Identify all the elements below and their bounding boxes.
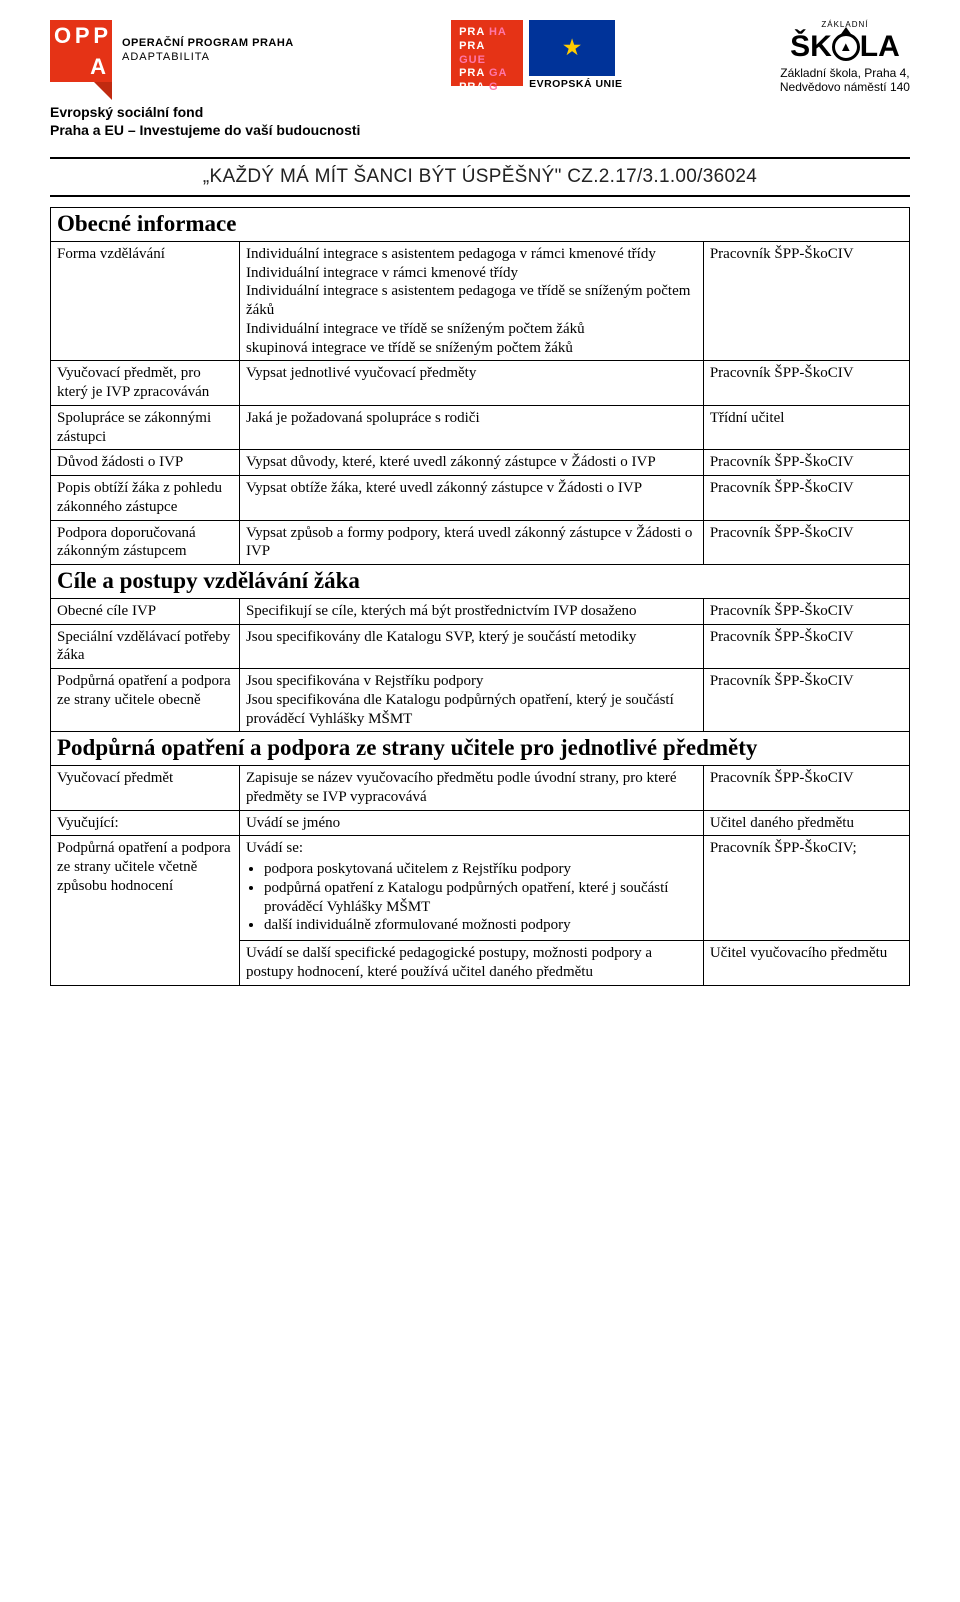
cell-label: Popis obtíží žáka z pohledu zákonného zá… <box>51 476 240 521</box>
cell-desc: Uvádí se: podpora poskytovaná učitelem z… <box>239 836 703 941</box>
skola-circle-icon: ▲ <box>832 33 860 61</box>
header-logos: OPP A OPERAČNÍ PROGRAM PRAHA ADAPTABILIT… <box>50 20 910 94</box>
section-cile: Cíle a postupy vzdělávání žáka <box>51 565 910 599</box>
cell-desc: Specifikují se cíle, kterých má být pros… <box>239 598 703 624</box>
cell-resp: Pracovník ŠPP-ŠkoCIV <box>703 361 909 406</box>
cell-label: Podpůrná opatření a podpora ze strany uč… <box>51 669 240 732</box>
cell-resp: Pracovník ŠPP-ŠkoCIV; <box>703 836 909 941</box>
list-item: podpora poskytovaná učitelem z Rejstříku… <box>264 860 697 879</box>
prague-eu-logo: PRA HA PRA GUE PRA GA PRA G ★ EVROPSKÁ U… <box>451 20 622 91</box>
ivp-table: Obecné informace Forma vzdělávání Indivi… <box>50 207 910 986</box>
table-row: Podpůrná opatření a podpora ze strany uč… <box>51 836 910 941</box>
cell-resp: Učitel vyučovacího předmětu <box>703 941 909 986</box>
cell-desc: Vypsat obtíže žáka, které uvedl zákonný … <box>239 476 703 521</box>
cell-desc: Vypsat způsob a formy podpory, která uve… <box>239 520 703 565</box>
oppa-label: OPERAČNÍ PROGRAM PRAHA ADAPTABILITA <box>122 37 294 65</box>
list-item: další individuálně zformulované možnosti… <box>264 916 697 935</box>
skola-logo: ZÁKLADNÍ ŠK▲LA Základní škola, Praha 4, … <box>780 20 910 94</box>
cell-desc: Vypsat jednotlivé vyučovací předměty <box>239 361 703 406</box>
table-row: Vyučovací předmět Zapisuje se název vyuč… <box>51 766 910 811</box>
cell-desc: Zapisuje se název vyučovacího předmětu p… <box>239 766 703 811</box>
cell-label: Podpůrná opatření a podpora ze strany uč… <box>51 836 240 985</box>
table-row: Spolupráce se zákonnými zástupci Jaká je… <box>51 405 910 450</box>
motto-text: „KAŽDÝ MÁ MÍT ŠANCI BÝT ÚSPĚŠNÝ" CZ.2.17… <box>203 166 757 187</box>
oppa-logo: OPP A OPERAČNÍ PROGRAM PRAHA ADAPTABILIT… <box>50 20 294 82</box>
list-item: podpůrná opatření z Katalogu podpůrných … <box>264 879 697 917</box>
prague-square: PRA HA PRA GUE PRA GA PRA G <box>451 20 523 86</box>
cell-desc: Individuální integrace s asistentem peda… <box>239 241 703 361</box>
cell-label: Obecné cíle IVP <box>51 598 240 624</box>
cell-desc: Jsou specifikovány dle Katalogu SVP, kte… <box>239 624 703 669</box>
motto-bar: „KAŽDÝ MÁ MÍT ŠANCI BÝT ÚSPĚŠNÝ" CZ.2.17… <box>50 157 910 197</box>
cell-desc: Jsou specifikována v Rejstříku podpory J… <box>239 669 703 732</box>
eu-block: ★ EVROPSKÁ UNIE <box>529 20 622 91</box>
section-podpurna: Podpůrná opatření a podpora ze strany uč… <box>51 732 910 766</box>
cell-desc: Uvádí se jméno <box>239 810 703 836</box>
cell-resp: Pracovník ŠPP-ŠkoCIV <box>703 598 909 624</box>
cell-label: Speciální vzdělávací potřeby žáka <box>51 624 240 669</box>
cell-resp: Učitel daného předmětu <box>703 810 909 836</box>
cell-resp: Pracovník ŠPP-ŠkoCIV <box>703 450 909 476</box>
table-row: Obecné cíle IVP Specifikují se cíle, kte… <box>51 598 910 624</box>
cell-label: Podpora doporučovaná zákonným zástupcem <box>51 520 240 565</box>
cell-resp: Pracovník ŠPP-ŠkoCIV <box>703 766 909 811</box>
table-row: Podpůrná opatření a podpora ze strany uč… <box>51 669 910 732</box>
cell-desc: Jaká je požadovaná spolupráce s rodiči <box>239 405 703 450</box>
cell-desc: Vypsat důvody, které, které uvedl zákonn… <box>239 450 703 476</box>
eu-label: EVROPSKÁ UNIE <box>529 78 622 91</box>
section-obecne-informace: Obecné informace <box>51 208 910 242</box>
cell-resp: Pracovník ŠPP-ŠkoCIV <box>703 520 909 565</box>
table-row: Forma vzdělávání Individuální integrace … <box>51 241 910 361</box>
cell-resp: Pracovník ŠPP-ŠkoCIV <box>703 241 909 361</box>
esf-text: Evropský sociální fond Praha a EU – Inve… <box>50 104 910 139</box>
table-row: Důvod žádosti o IVP Vypsat důvody, které… <box>51 450 910 476</box>
table-row: Popis obtíží žáka z pohledu zákonného zá… <box>51 476 910 521</box>
cell-label: Spolupráce se zákonnými zástupci <box>51 405 240 450</box>
cell-resp: Pracovník ŠPP-ŠkoCIV <box>703 669 909 732</box>
oppa-square: OPP A <box>50 20 112 82</box>
cell-label: Vyučovací předmět, pro který je IVP zpra… <box>51 361 240 406</box>
table-row: Podpora doporučovaná zákonným zástupcem … <box>51 520 910 565</box>
table-row: Speciální vzdělávací potřeby žáka Jsou s… <box>51 624 910 669</box>
cell-resp: Pracovník ŠPP-ŠkoCIV <box>703 624 909 669</box>
table-row: Vyučovací předmět, pro který je IVP zpra… <box>51 361 910 406</box>
table-row: Vyučující: Uvádí se jméno Učitel daného … <box>51 810 910 836</box>
cell-label: Důvod žádosti o IVP <box>51 450 240 476</box>
cell-desc: Uvádí se další specifické pedagogické po… <box>239 941 703 986</box>
cell-resp: Třídní učitel <box>703 405 909 450</box>
cell-label: Vyučovací předmět <box>51 766 240 811</box>
cell-label: Forma vzdělávání <box>51 241 240 361</box>
cell-resp: Pracovník ŠPP-ŠkoCIV <box>703 476 909 521</box>
cell-label: Vyučující: <box>51 810 240 836</box>
eu-flag-icon: ★ <box>529 20 615 76</box>
